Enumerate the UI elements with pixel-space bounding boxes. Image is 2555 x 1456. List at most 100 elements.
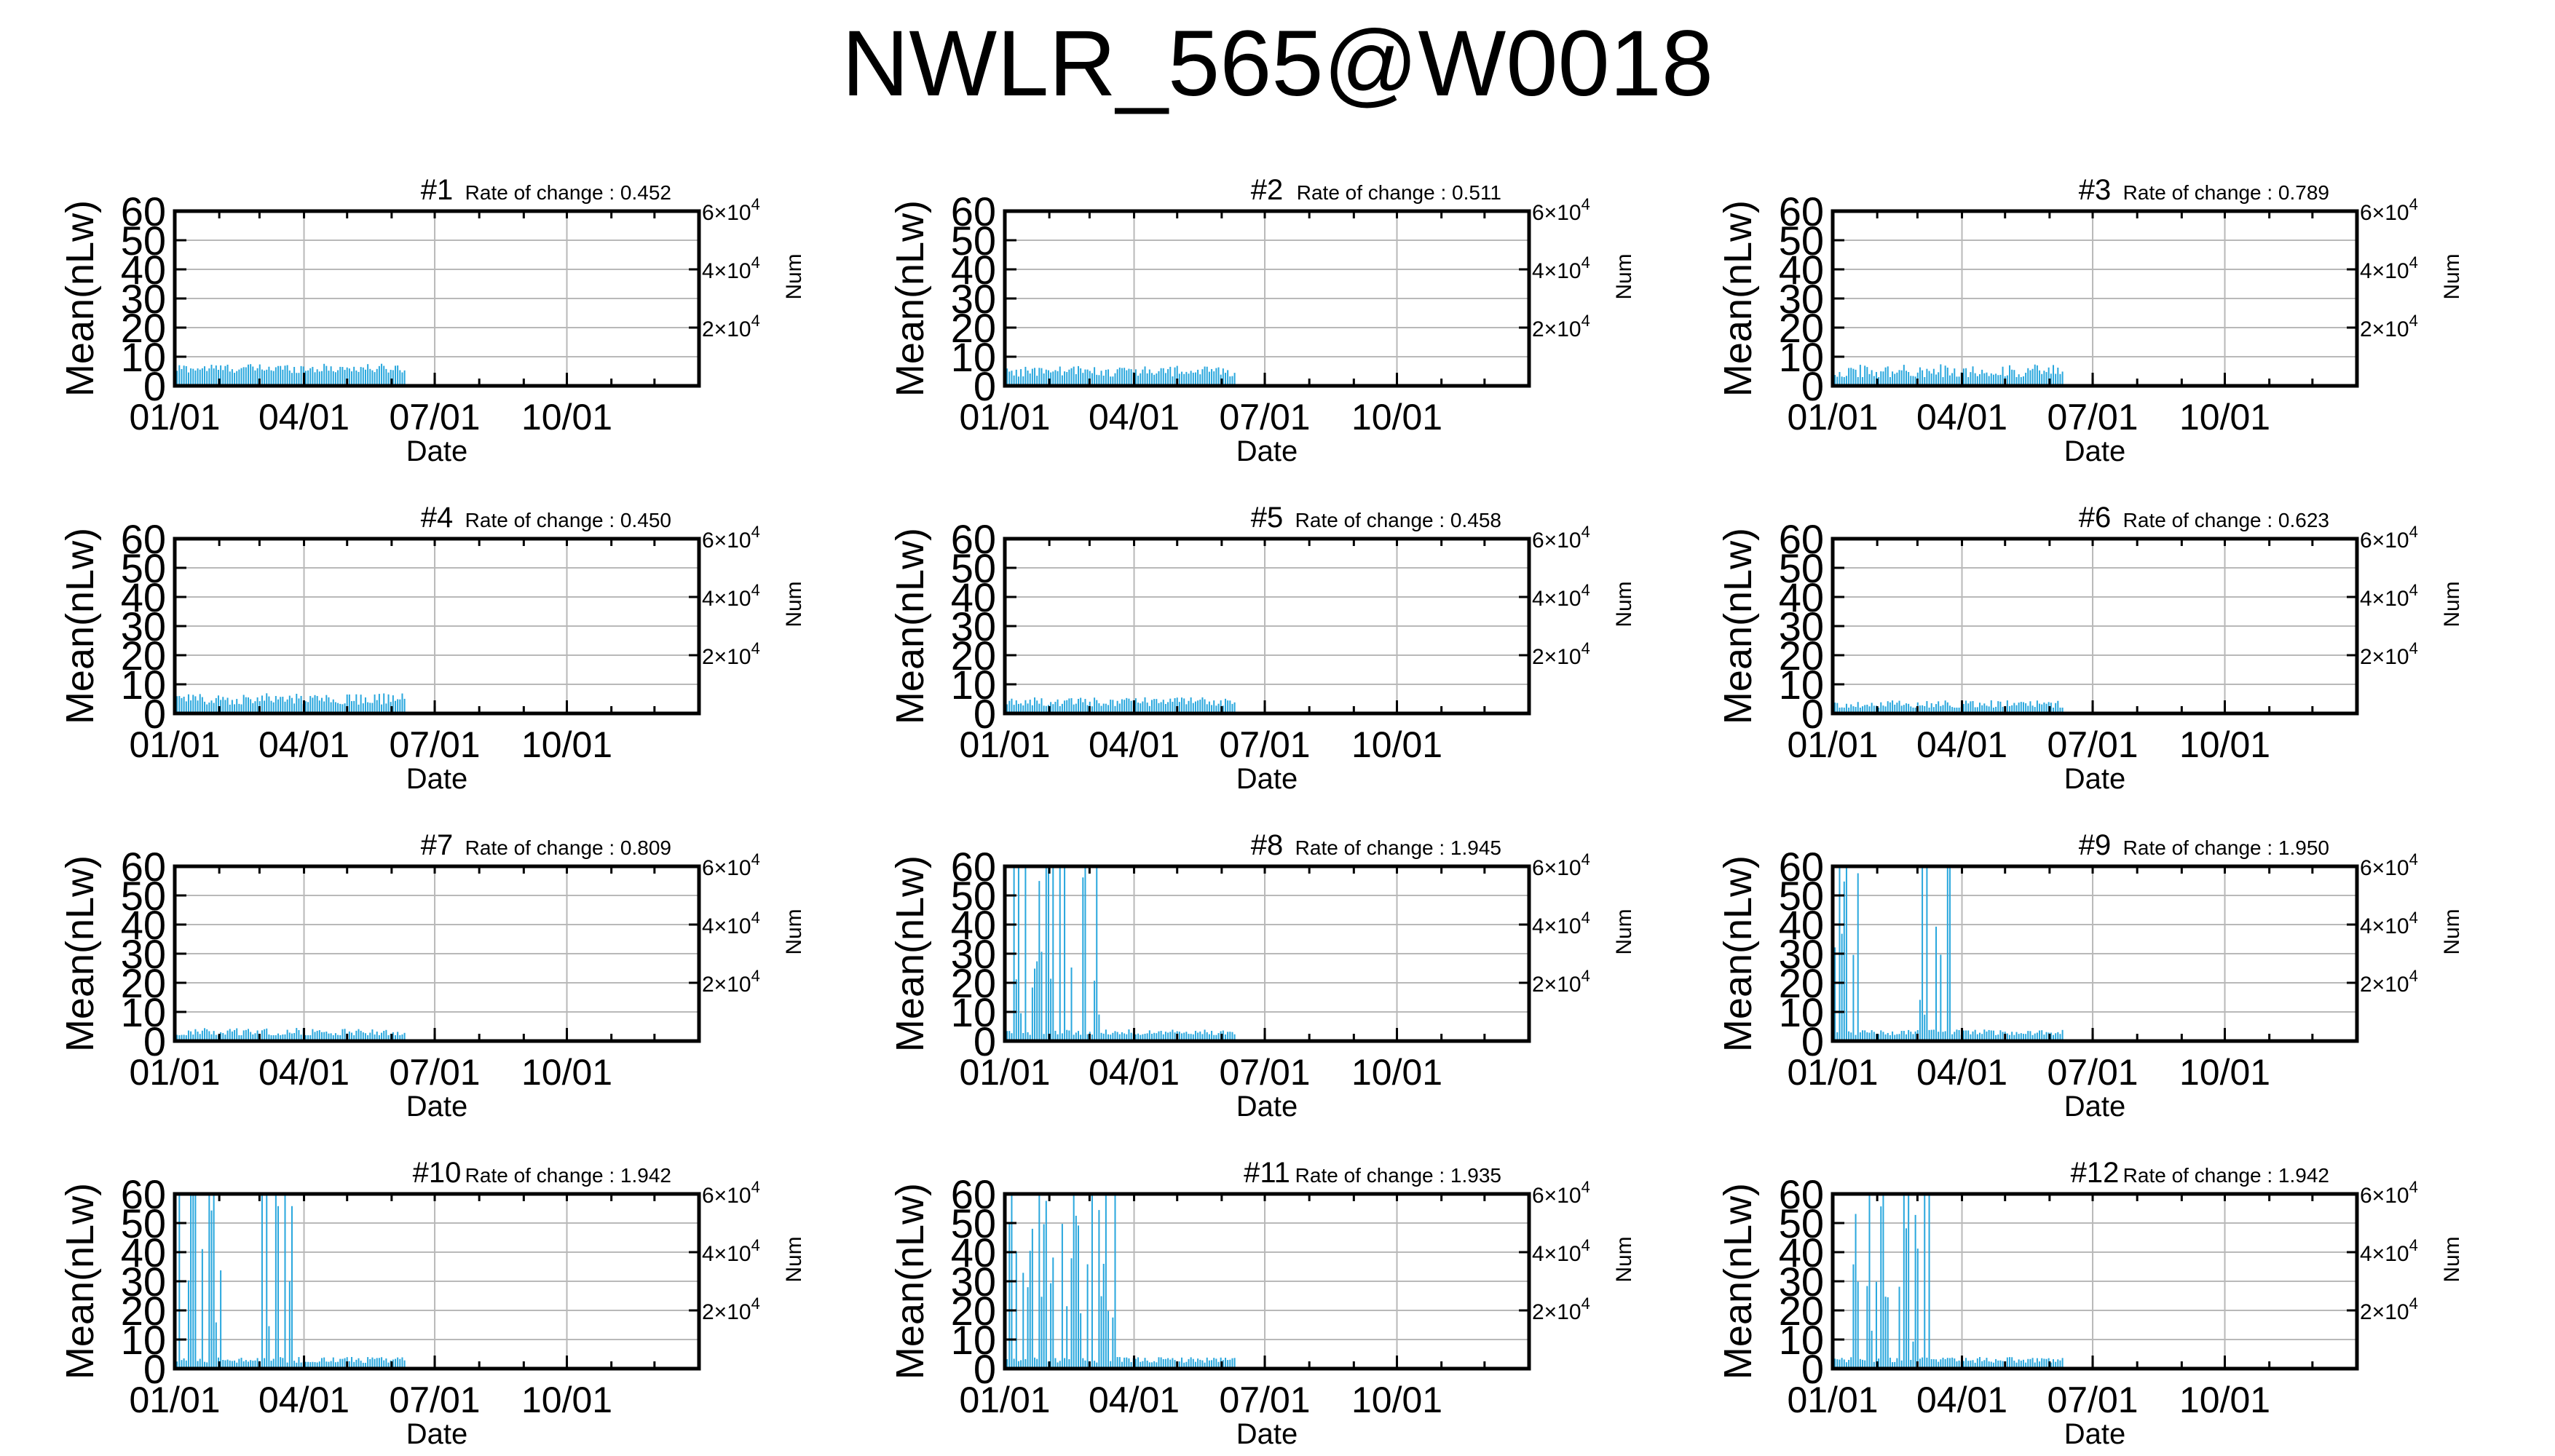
y-tick-label: 50 [121,1200,166,1246]
x-tick-label: 01/01 [129,1380,220,1420]
x-tick-label: 10/01 [521,1052,612,1093]
x-tick-label: 01/01 [959,1380,1050,1420]
y-tick-label: 20 [121,960,166,1006]
y-tick-label: 30 [951,604,996,649]
y-tick-label: 40 [121,574,166,620]
y-tick-label: 10 [121,989,166,1035]
y-axis-label: Mean(nLw) [58,200,102,397]
y-tick-label: 0 [1801,1018,1824,1064]
x-tick-label: 01/01 [129,724,220,765]
rate-of-change: Rate of change : 0.458 [1295,509,1501,531]
y2-tick-label: 2×104 [1532,967,1590,997]
y2-axis-label: Num [2440,581,2464,627]
y-tick-label: 50 [1779,1200,1824,1246]
x-tick-label: 04/01 [258,1052,350,1093]
data-series-bars [1004,365,1236,386]
panel-title: #8 [1251,829,1284,861]
y-tick-label: 50 [951,218,996,264]
y2-tick-label: 6×104 [1532,523,1590,553]
rate-of-change: Rate of change : 0.789 [2123,181,2329,204]
y2-tick-label: 6×104 [2360,523,2418,553]
y2-tick-label: 4×104 [1532,909,1590,938]
y2-tick-label: 6×104 [702,523,760,553]
y-tick-label: 20 [951,1288,996,1334]
y-tick-label: 10 [1779,989,1824,1035]
y-axis-label: Mean(nLw) [888,528,932,724]
y-tick-label: 30 [121,1259,166,1305]
x-tick-label: 07/01 [389,397,480,438]
y-tick-label: 60 [121,189,166,234]
y-tick-label: 10 [951,989,996,1035]
x-axis-label: Date [406,1418,468,1450]
rate-of-change: Rate of change : 0.452 [465,181,671,204]
x-tick-label: 10/01 [2179,397,2270,438]
x-tick-label: 04/01 [1089,724,1180,765]
panel-title: #1 [421,174,454,206]
y2-axis-label: Num [1612,581,1636,627]
y-tick-label: 50 [1779,873,1824,919]
y2-tick-label: 4×104 [702,581,760,611]
y-tick-label: 40 [1779,1230,1824,1275]
y-tick-label: 40 [951,247,996,293]
y-tick-label: 30 [1779,276,1824,322]
y-tick-label: 60 [951,516,996,562]
y-tick-label: 30 [951,931,996,977]
y-tick-label: 50 [121,218,166,264]
rate-of-change: Rate of change : 0.511 [1297,181,1501,204]
x-tick-label: 10/01 [521,397,612,438]
x-axis-label: Date [1236,1418,1298,1450]
x-tick-label: 01/01 [1787,1052,1878,1093]
x-axis-label: Date [406,435,468,467]
y-tick-label: 10 [121,1317,166,1363]
y-tick-label: 30 [1779,1259,1824,1305]
y2-tick-label: 6×104 [1532,850,1590,880]
y-tick-label: 20 [121,1288,166,1334]
y-tick-label: 0 [143,363,166,409]
y-tick-label: 20 [121,633,166,678]
y-tick-label: 10 [121,662,166,708]
y2-tick-label: 6×104 [2360,1178,2418,1208]
y2-tick-label: 6×104 [702,850,760,880]
y-axis-label: Mean(nLw) [1716,200,1760,397]
y-tick-label: 60 [121,516,166,562]
rate-of-change: Rate of change : 0.809 [465,836,671,859]
x-tick-label: 10/01 [1351,397,1442,438]
x-tick-label: 04/01 [1916,1380,2007,1420]
x-axis-label: Date [2064,763,2126,795]
x-tick-label: 10/01 [1351,1052,1442,1093]
y2-tick-label: 6×104 [1532,195,1590,225]
y-tick-label: 0 [1801,691,1824,737]
y-tick-label: 20 [1779,305,1824,351]
y-tick-label: 10 [1779,1317,1824,1363]
y-tick-label: 30 [1779,931,1824,977]
page-title: NWLR_565@W0018 [841,12,1714,116]
y-tick-label: 10 [951,662,996,708]
y-tick-label: 60 [121,1171,166,1217]
data-series-bars [174,1028,406,1041]
y2-tick-label: 2×104 [2360,639,2418,669]
y-tick-label: 40 [121,902,166,948]
x-tick-label: 01/01 [959,397,1050,438]
x-axis-label: Date [2064,1418,2126,1450]
panel-title: #10 [413,1157,462,1189]
y-tick-label: 20 [951,305,996,351]
y-tick-label: 60 [121,844,166,890]
y-tick-label: 0 [143,691,166,737]
panel-title: #7 [421,829,454,861]
x-tick-label: 04/01 [1089,397,1180,438]
y-tick-label: 50 [1779,545,1824,591]
y-axis-label: Mean(nLw) [888,1183,932,1380]
panel-title: #11 [1244,1157,1290,1189]
y2-tick-label: 2×104 [1532,1294,1590,1324]
y-tick-label: 10 [951,1317,996,1363]
y-tick-label: 40 [951,574,996,620]
y-tick-label: 60 [1779,844,1824,890]
x-tick-label: 07/01 [389,1052,480,1093]
y-tick-label: 0 [143,1018,166,1064]
x-tick-label: 07/01 [2047,1052,2138,1093]
x-tick-label: 07/01 [389,1380,480,1420]
y2-axis-label: Num [1612,253,1636,299]
data-series-bars [174,1194,406,1369]
